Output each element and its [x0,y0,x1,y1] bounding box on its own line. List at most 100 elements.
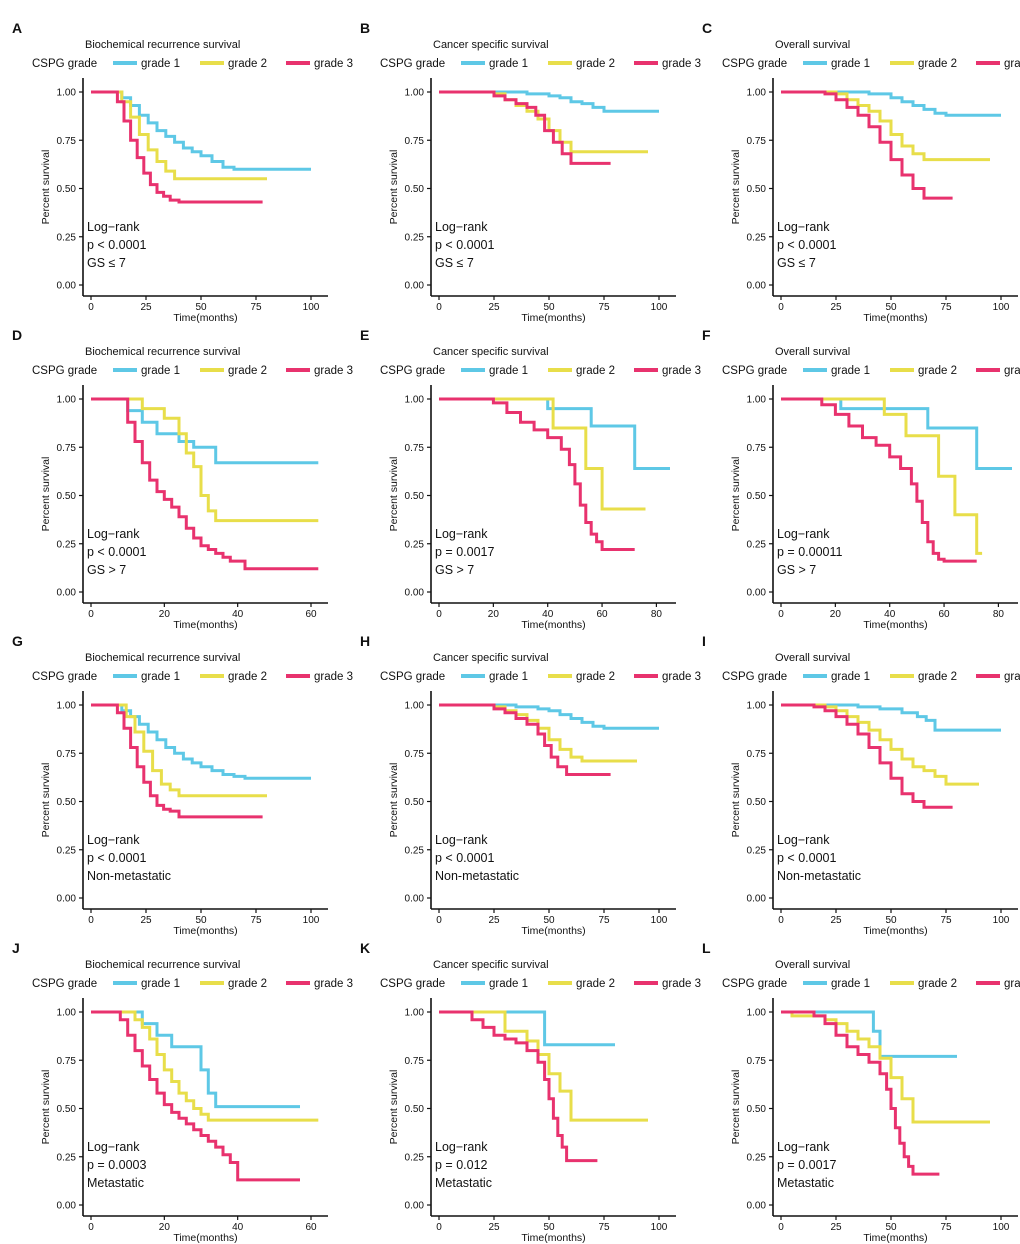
curve-grade-2 [91,1010,319,1122]
y-axis-label: Percent survival [388,763,400,838]
y-tick-label: 0.25 [405,845,425,856]
panel-letter: J [12,940,20,956]
legend-title: CSPG grade [380,365,445,377]
annotation-test: Log−rank [87,833,140,847]
chart-title: Biochemical recurrence survival [85,959,240,971]
curve-grade-1 [439,90,659,113]
x-tick-label: 0 [436,1222,442,1233]
x-axis-label: Time(months) [521,619,585,631]
annotation-group: Non-metastatic [87,869,171,883]
legend: CSPG grade grade 1 grade 2 grade 3 [32,671,353,683]
x-tick-label: 0 [778,302,784,313]
legend-label: grade 1 [489,978,528,990]
panel-i: I Overall survival CSPG grade grade 1 grade … [702,633,1020,937]
x-tick-label: 20 [159,1222,171,1233]
panel-letter: B [360,20,370,36]
curve-grade-2 [439,397,646,511]
y-axis-label: Percent survival [388,150,400,225]
y-tick-label: 0.50 [405,1104,425,1115]
x-tick-label: 75 [598,1222,610,1233]
legend-label: grade 3 [1004,671,1020,683]
y-tick-label: 0.00 [405,281,425,292]
y-tick-label: 1.00 [405,88,425,99]
panel-k: K Cancer specific survival CSPG grade grade… [360,940,701,1244]
annotation-p-value: p = 0.012 [435,1158,488,1172]
curve-grade-3 [91,397,319,571]
curve-grade-1 [781,90,1001,117]
y-tick-label: 0.75 [57,443,77,454]
x-tick-label: 0 [436,915,442,926]
y-tick-label: 0.00 [405,894,425,905]
legend-title: CSPG grade [32,671,97,683]
y-tick-label: 0.50 [57,797,77,808]
panel-a: A Biochemical recurrence survival CSPG gra… [12,20,353,324]
panel-e: E Cancer specific survival CSPG grade grade… [360,327,701,631]
y-tick-label: 0.00 [57,281,77,292]
annotation-test: Log−rank [435,220,488,234]
panel-j: J Biochemical recurrence survival CSPG gra… [12,940,353,1244]
x-tick-label: 25 [140,915,152,926]
legend-label: grade 2 [576,365,615,377]
y-axis-label: Percent survival [388,1070,400,1145]
x-tick-label: 0 [436,302,442,313]
panel-letter: C [702,20,712,36]
x-tick-label: 20 [159,609,171,620]
x-tick-label: 75 [940,302,952,313]
legend-label: grade 3 [662,58,701,70]
y-tick-label: 1.00 [57,88,77,99]
annotation-p-value: p < 0.0001 [777,851,836,865]
y-axis-label: Percent survival [40,457,52,532]
x-tick-label: 20 [830,609,842,620]
panel-letter: K [360,940,370,956]
legend-label: grade 1 [141,365,180,377]
annotation-group: Non-metastatic [777,869,861,883]
legend-label: grade 2 [228,58,267,70]
annotation-p-value: p < 0.0001 [87,851,146,865]
x-tick-label: 75 [598,915,610,926]
annotation-test: Log−rank [87,1140,140,1154]
x-tick-label: 0 [778,915,784,926]
legend: CSPG grade grade 1 grade 2 grade 3 [380,978,701,990]
annotation-group: GS ≤ 7 [87,256,126,270]
annotation-group: Non-metastatic [435,869,519,883]
y-tick-label: 0.75 [405,749,425,760]
annotation-test: Log−rank [435,833,488,847]
curve-grade-3 [439,1010,598,1163]
panel-g: G Biochemical recurrence survival CSPG gra… [12,633,353,937]
y-tick-label: 0.50 [747,1104,767,1115]
legend-label: grade 1 [831,671,870,683]
panel-letter: I [702,633,706,649]
curve-grade-3 [91,703,263,819]
curve-grade-2 [781,397,983,555]
legend-label: grade 2 [918,365,957,377]
x-tick-label: 60 [938,609,950,620]
annotation-p-value: p = 0.0003 [87,1158,146,1172]
annotation-test: Log−rank [435,1140,488,1154]
legend: CSPG grade grade 1 grade 2 grade 3 [380,365,701,377]
legend-label: grade 1 [831,978,870,990]
annotation-group: GS > 7 [777,563,816,577]
x-tick-label: 75 [940,1222,952,1233]
legend-label: grade 3 [662,365,701,377]
y-tick-label: 0.50 [747,184,767,195]
y-tick-label: 0.75 [57,136,77,147]
legend: CSPG grade grade 1 grade 2 grade 3 [722,671,1020,683]
annotation-group: Metastatic [87,1176,144,1190]
y-tick-label: 0.00 [405,588,425,599]
y-tick-label: 0.50 [405,797,425,808]
legend-label: grade 1 [489,58,528,70]
y-tick-label: 0.00 [747,1201,767,1212]
panel-b: B Cancer specific survival CSPG grade grade… [360,20,701,324]
y-tick-label: 1.00 [747,395,767,406]
y-tick-label: 0.25 [57,539,77,550]
chart-title: Overall survival [775,39,850,51]
curve-grade-1 [781,1010,957,1058]
x-tick-label: 40 [542,609,554,620]
y-tick-label: 1.00 [747,1008,767,1019]
panel-f: F Overall survival CSPG grade grade 1 grade … [702,327,1020,631]
y-tick-label: 0.00 [57,588,77,599]
x-axis-label: Time(months) [173,925,237,937]
y-tick-label: 0.25 [57,845,77,856]
x-tick-label: 60 [305,1222,317,1233]
panel-letter: H [360,633,370,649]
